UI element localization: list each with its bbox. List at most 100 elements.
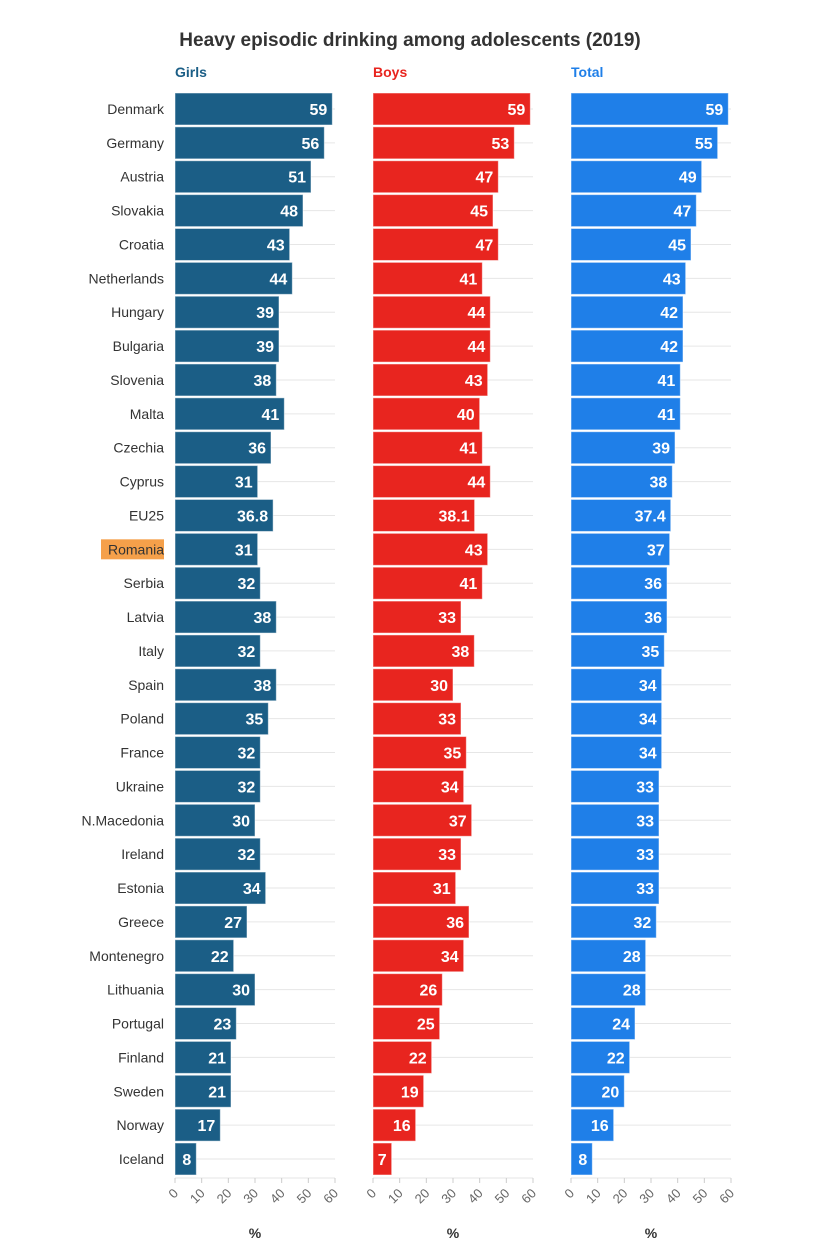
data-label: 38 bbox=[650, 475, 668, 492]
tick-label: 60 bbox=[320, 1186, 341, 1207]
bar bbox=[372, 1142, 393, 1176]
data-label: 42 bbox=[660, 339, 678, 356]
data-label: 41 bbox=[658, 407, 676, 424]
bar bbox=[570, 532, 671, 566]
category-label: Estonia bbox=[117, 880, 164, 896]
data-label: 44 bbox=[270, 271, 288, 288]
data-label: 47 bbox=[674, 204, 692, 221]
data-label: 21 bbox=[208, 1084, 226, 1101]
series-title: Total bbox=[571, 64, 603, 80]
bar bbox=[570, 939, 647, 973]
data-label: 55 bbox=[695, 136, 713, 153]
tick-label: 20 bbox=[412, 1186, 433, 1207]
bar bbox=[174, 194, 304, 228]
data-label: 44 bbox=[468, 305, 486, 322]
data-label: 36 bbox=[446, 915, 464, 932]
bar bbox=[372, 465, 491, 499]
bar bbox=[372, 363, 489, 397]
data-label: 32 bbox=[238, 746, 256, 763]
data-label: 59 bbox=[508, 102, 526, 119]
data-label: 44 bbox=[468, 339, 486, 356]
data-label: 38.1 bbox=[438, 508, 469, 525]
data-label: 38 bbox=[254, 610, 272, 627]
data-label: 39 bbox=[256, 339, 274, 356]
data-label: 19 bbox=[401, 1084, 419, 1101]
axis-label: % bbox=[645, 1225, 658, 1241]
category-label: EU25 bbox=[129, 507, 164, 523]
chart-title: Heavy episodic drinking among adolescent… bbox=[179, 30, 641, 51]
bar bbox=[174, 397, 285, 431]
bar bbox=[372, 126, 515, 160]
tick-label: 50 bbox=[492, 1186, 513, 1207]
category-label: Serbia bbox=[124, 575, 165, 591]
data-label: 47 bbox=[476, 237, 494, 254]
bar bbox=[570, 634, 665, 668]
bar bbox=[570, 1142, 593, 1176]
tick-label: 40 bbox=[267, 1186, 288, 1207]
axis-label: % bbox=[447, 1225, 460, 1241]
data-label: 26 bbox=[420, 983, 438, 1000]
bar bbox=[174, 498, 274, 532]
data-label: 44 bbox=[468, 475, 486, 492]
bar bbox=[174, 702, 269, 736]
bar bbox=[174, 363, 277, 397]
data-label: 59 bbox=[310, 102, 328, 119]
data-label: 34 bbox=[639, 678, 657, 695]
category-label: Iceland bbox=[119, 1151, 164, 1167]
bar bbox=[174, 769, 261, 803]
data-label: 36 bbox=[248, 441, 266, 458]
bar bbox=[372, 837, 462, 871]
bar bbox=[174, 227, 291, 261]
bar bbox=[570, 160, 703, 194]
bar bbox=[174, 1040, 232, 1074]
bar bbox=[570, 837, 660, 871]
data-label: 48 bbox=[280, 204, 298, 221]
data-label: 32 bbox=[238, 779, 256, 796]
bar bbox=[372, 1040, 433, 1074]
bar bbox=[570, 600, 668, 634]
data-label: 42 bbox=[660, 305, 678, 322]
data-label: 22 bbox=[211, 949, 229, 966]
bar bbox=[372, 668, 454, 702]
data-label: 32 bbox=[238, 847, 256, 864]
bar bbox=[372, 92, 531, 126]
data-label: 37.4 bbox=[635, 508, 666, 525]
bar bbox=[570, 295, 684, 329]
data-label: 51 bbox=[288, 170, 306, 187]
bar bbox=[174, 939, 235, 973]
data-label: 40 bbox=[457, 407, 475, 424]
bar bbox=[372, 736, 467, 770]
category-label: Czechia bbox=[113, 440, 164, 456]
data-label: 30 bbox=[232, 983, 250, 1000]
bar bbox=[174, 1074, 232, 1108]
data-label: 38 bbox=[254, 373, 272, 390]
data-label: 24 bbox=[612, 1017, 630, 1034]
category-label: Sweden bbox=[113, 1083, 164, 1099]
category-label: Netherlands bbox=[89, 270, 165, 286]
tick-label: 30 bbox=[636, 1186, 657, 1207]
tick-label: 10 bbox=[385, 1186, 406, 1207]
bar bbox=[174, 261, 293, 295]
bar bbox=[570, 702, 663, 736]
bar bbox=[372, 532, 489, 566]
data-label: 31 bbox=[235, 475, 253, 492]
bar bbox=[174, 532, 259, 566]
bar bbox=[570, 668, 663, 702]
tick-label: 30 bbox=[240, 1186, 261, 1207]
category-label: Spain bbox=[128, 677, 164, 693]
tick-label: 0 bbox=[165, 1186, 181, 1202]
data-label: 32 bbox=[634, 915, 652, 932]
bar bbox=[174, 465, 259, 499]
data-label: 37 bbox=[449, 813, 467, 830]
bar bbox=[174, 126, 325, 160]
bar bbox=[372, 194, 494, 228]
bar bbox=[174, 600, 277, 634]
bar bbox=[570, 126, 719, 160]
data-label: 30 bbox=[430, 678, 448, 695]
bar bbox=[570, 431, 676, 465]
data-label: 36.8 bbox=[237, 508, 268, 525]
data-label: 33 bbox=[438, 847, 456, 864]
category-label: Latvia bbox=[127, 609, 165, 625]
bar bbox=[570, 973, 647, 1007]
